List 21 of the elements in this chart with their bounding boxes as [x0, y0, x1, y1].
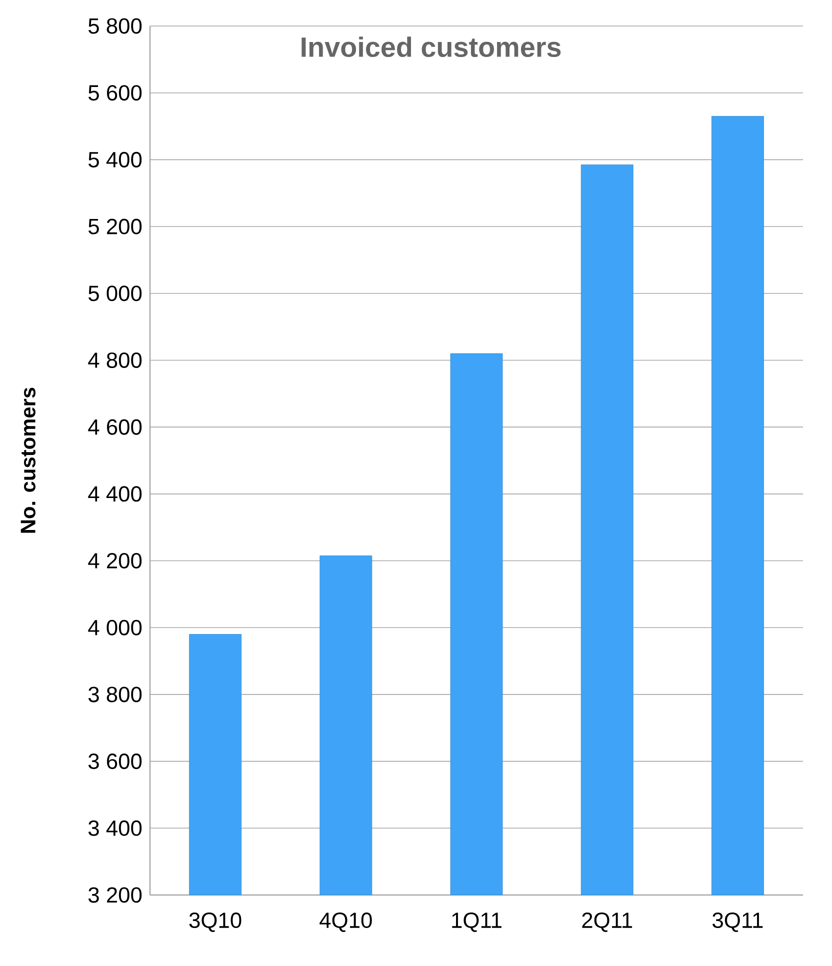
y-tick-label: 5 200: [88, 218, 142, 234]
x-tick-label: 4Q10: [320, 912, 372, 932]
y-tick-label: 3 200: [88, 887, 142, 903]
y-tick-label: 5 000: [88, 286, 142, 302]
y-tick-label: 4 400: [88, 486, 142, 502]
chart-title: Invoiced customers: [302, 36, 561, 58]
y-tick-label: 3 600: [88, 754, 142, 770]
y-tick-label: 3 400: [88, 820, 142, 836]
y-tick-label: 5 800: [88, 18, 142, 34]
x-tick-label: 2Q11: [582, 912, 632, 932]
x-tick-label: 3Q10: [189, 912, 242, 932]
y-tick-label: 4 800: [88, 352, 142, 368]
y-tick-label: 4 000: [88, 620, 142, 636]
y-tick-label: 3 800: [88, 686, 142, 702]
y-tick-label: 5 600: [88, 85, 142, 101]
x-tick-label: 3Q11: [712, 912, 763, 932]
x-tick-label: 1Q11: [452, 912, 502, 932]
y-tick-label: 4 600: [88, 419, 142, 435]
y-tick-label: 5 400: [88, 152, 142, 168]
y-tick-label: 4 200: [88, 553, 142, 569]
y-axis-title: No. customers: [20, 388, 36, 533]
